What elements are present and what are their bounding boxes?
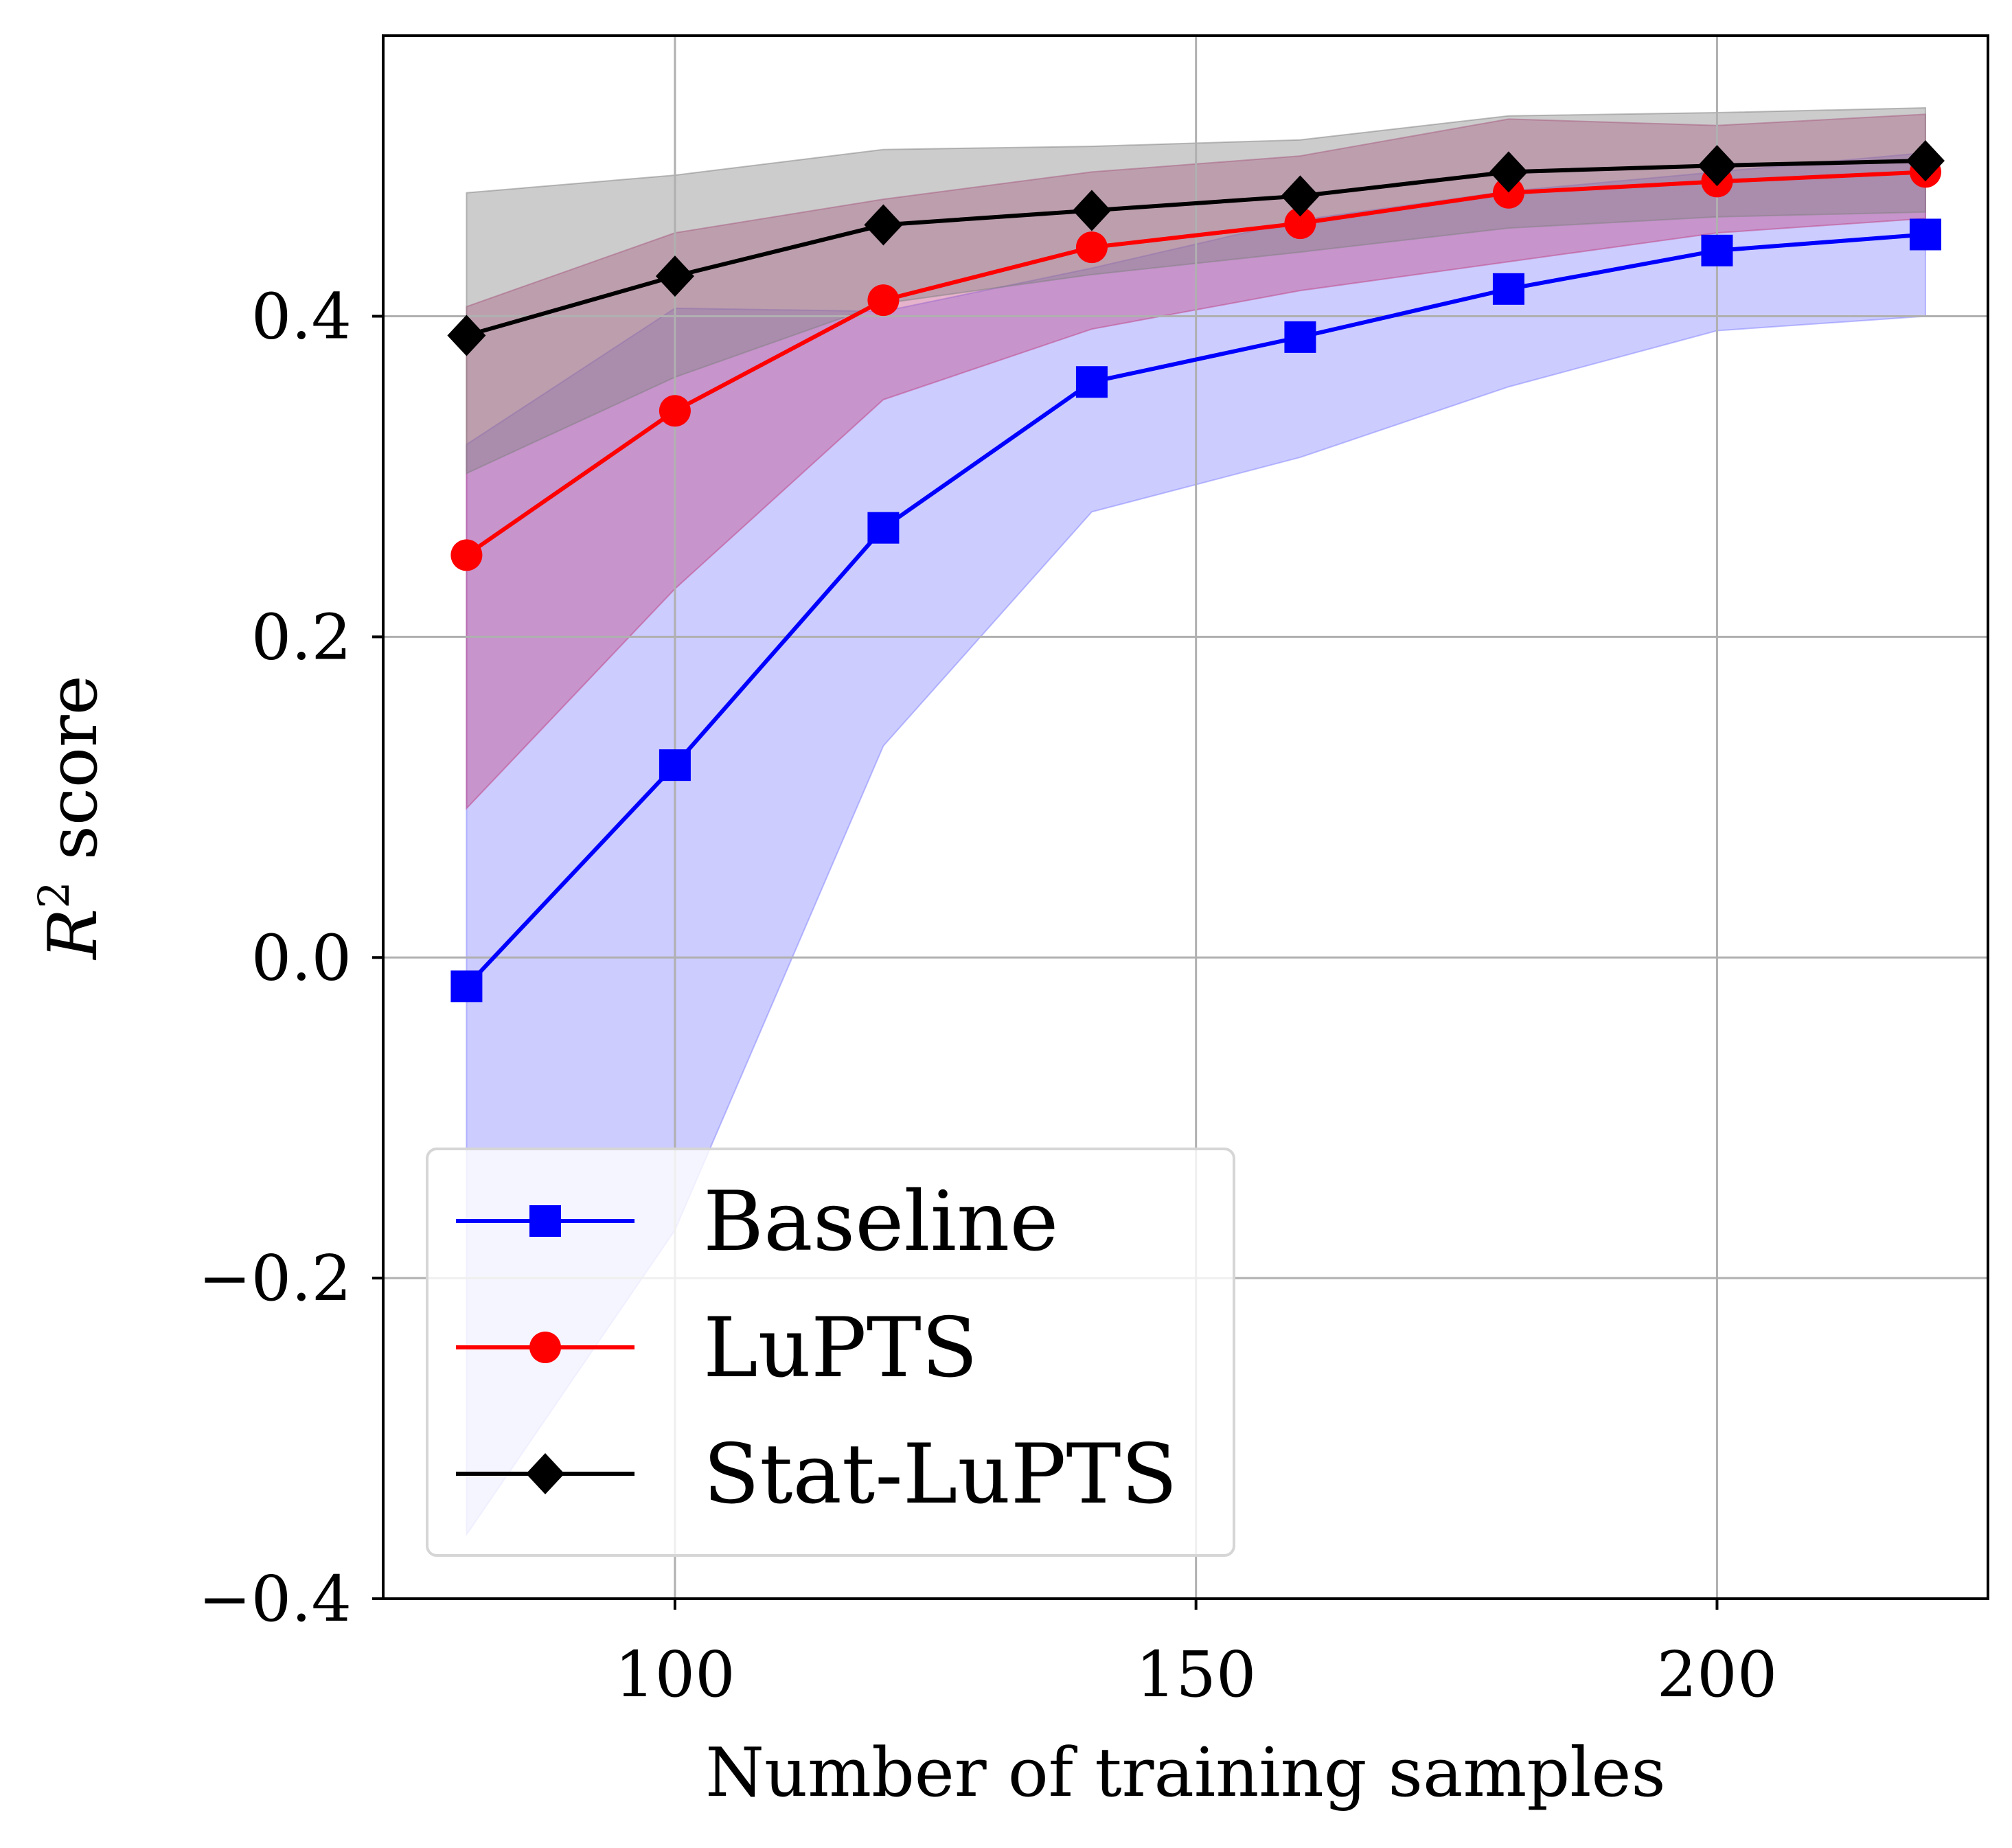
lupts-legend-marker: [529, 1332, 561, 1363]
y-axis-label: R2 score: [29, 675, 113, 960]
lupts-legend-label: LuPTS: [703, 1301, 978, 1396]
lupts-point: [1284, 207, 1316, 240]
y-axis-label-symbol: R: [34, 909, 113, 961]
baseline-point: [659, 749, 691, 782]
baseline-point: [867, 512, 900, 544]
y-tick-label: −0.4: [198, 1562, 352, 1636]
legend: Baseline LuPTS Stat-LuPTS: [426, 1148, 1235, 1557]
stat-lupts-point: [1489, 151, 1528, 193]
baseline-point: [1075, 366, 1108, 398]
x-tick-label: 150: [1136, 1638, 1257, 1711]
stat-lupts-line: [466, 159, 1926, 338]
y-axis-label-superscript: 2: [29, 881, 79, 908]
y-tick-label: 0.4: [251, 280, 352, 354]
baseline-point: [450, 970, 483, 1003]
series-lines: [447, 140, 1945, 1003]
y-tick-label: 0.0: [251, 921, 352, 994]
y-tick-label: −0.2: [198, 1242, 352, 1315]
x-axis-label: Number of training samples: [705, 1734, 1665, 1812]
lupts-point: [1492, 176, 1524, 209]
stat-lupts-point: [1281, 175, 1320, 217]
lupts-point: [867, 284, 900, 317]
baseline-point: [1284, 321, 1316, 353]
plot-frame: [382, 34, 1989, 1600]
axis-labels: Number of training samples R2 score: [29, 675, 1666, 1812]
y-tick-label: 0.2: [251, 600, 352, 674]
stat-lupts-point: [447, 315, 486, 356]
legend-box: [426, 1148, 1235, 1557]
stat-lupts-legend-marker: [526, 1453, 564, 1494]
baseline-point: [1492, 273, 1524, 305]
lupts-point: [450, 539, 483, 571]
baseline-line: [465, 232, 1926, 988]
y-axis-label-text: score: [34, 675, 113, 881]
x-tick-label: 200: [1657, 1638, 1778, 1711]
stat-lupts-point: [1906, 140, 1945, 182]
stat-lupts-confidence-band: [466, 107, 1926, 475]
lupts-confidence-band: [466, 113, 1926, 810]
x-tick-label: 100: [615, 1638, 735, 1711]
lupts-point: [659, 395, 691, 427]
lupts-point: [1075, 231, 1108, 264]
stat-lupts-point: [1072, 190, 1111, 231]
baseline-legend-marker: [529, 1205, 561, 1237]
stat-lupts-point: [1697, 145, 1737, 187]
stat-lupts-point: [655, 255, 694, 297]
baseline-legend-label: Baseline: [703, 1174, 1058, 1270]
stat-lupts-legend-label: Stat-LuPTS: [703, 1427, 1178, 1522]
axes-frame: [382, 34, 1989, 1600]
baseline-point: [1701, 234, 1733, 266]
stat-lupts-point: [864, 204, 903, 246]
lupts-line: [465, 170, 1926, 557]
baseline-point: [1909, 218, 1941, 251]
axis-ticks: 100 150 200 −0.4 −0.2 0.0 0.2 0.4: [198, 280, 1778, 1711]
